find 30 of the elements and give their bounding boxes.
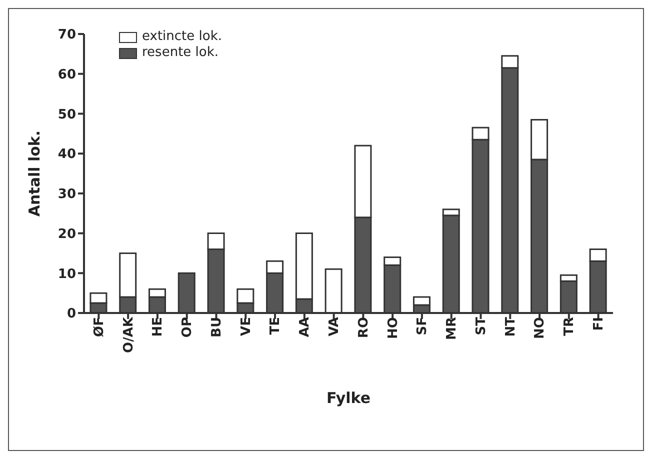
x-tick-label: NT (503, 316, 518, 337)
x-tick-label: MR (444, 317, 460, 340)
x-tick-label: ST (474, 316, 489, 336)
x-tick-label: NO (532, 317, 548, 339)
y-tick-label: 40 (58, 147, 76, 162)
x-tick-label: BU (209, 317, 224, 338)
x-tick-label: VE (238, 317, 254, 336)
x-tick-label: TE (268, 317, 284, 335)
y-axis-title: Antall lok. (25, 130, 44, 217)
y-tick-label: 20 (58, 226, 76, 242)
x-tick-label: AA (298, 317, 313, 338)
x-axis-title: Fylke (326, 389, 371, 407)
y-tick-label: 10 (58, 266, 76, 282)
x-tick-label: FI (592, 317, 607, 331)
legend-label: extincte lok. (142, 29, 222, 45)
x-tick-label: HO (386, 317, 401, 339)
y-tick-label: 50 (58, 107, 76, 122)
x-tick-label: OP (180, 317, 196, 338)
x-tick-label: ØF (92, 317, 107, 337)
x-tick-label: SF (415, 317, 430, 336)
legend-label: resente lok. (142, 45, 219, 61)
x-tick-label: HE (150, 317, 166, 337)
y-tick-label: 30 (58, 187, 76, 202)
x-tick-label: TR (562, 317, 578, 336)
y-tick-label: 0 (66, 306, 76, 322)
x-tick-label: RO (356, 317, 372, 338)
y-tick-label: 60 (58, 67, 76, 82)
x-tick-label: O/AK (121, 316, 136, 353)
x-tick-label: VA (327, 317, 342, 336)
y-tick-label: 70 (58, 28, 76, 43)
